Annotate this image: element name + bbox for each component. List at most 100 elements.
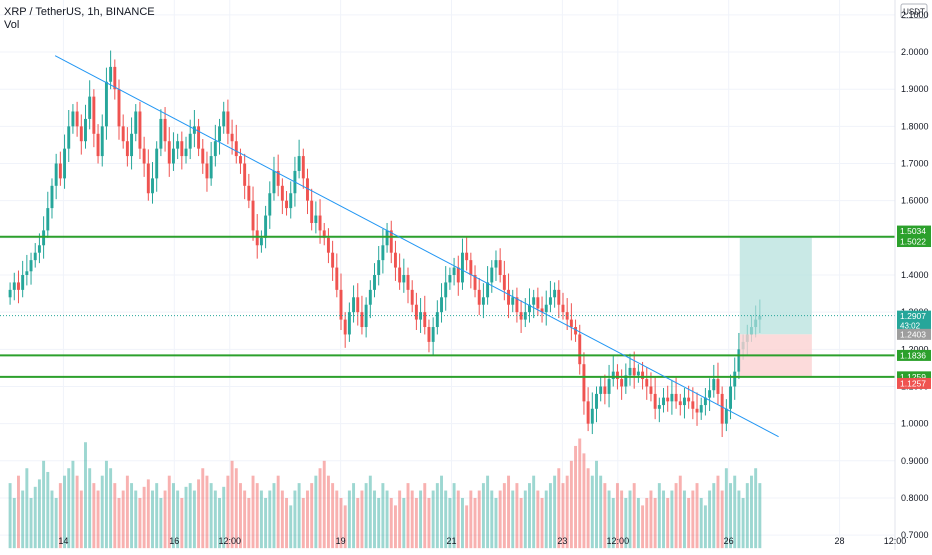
candle-body	[435, 312, 439, 328]
volume-bar	[280, 490, 284, 549]
candle-body	[247, 185, 251, 201]
volume-bar	[565, 475, 569, 549]
volume-bar	[519, 497, 523, 549]
volume-bar	[578, 438, 582, 549]
candle-body	[620, 379, 624, 387]
candle-body	[301, 156, 305, 179]
volume-bar	[377, 497, 381, 549]
candle-body	[58, 163, 62, 179]
candle-body	[729, 386, 733, 409]
candle-body	[188, 133, 192, 149]
volume-bar	[109, 468, 113, 549]
volume-bar	[595, 460, 598, 549]
candle-body	[297, 156, 301, 171]
candle-body	[682, 397, 686, 406]
volume-bar	[561, 483, 565, 549]
volume-bar	[758, 483, 762, 549]
volume-bar	[356, 497, 360, 549]
volume-bar	[264, 497, 268, 549]
volume-bar	[624, 497, 628, 549]
candle-body	[368, 289, 372, 305]
volume-bar	[255, 483, 259, 549]
volume-bar	[29, 497, 33, 549]
candle-body	[540, 308, 544, 313]
y-tick-label: 1.7000	[901, 159, 929, 169]
candle-body	[548, 297, 552, 305]
volume-bar	[574, 445, 578, 549]
volume-bar	[662, 490, 665, 549]
volume-bar	[544, 490, 548, 549]
price-label-box	[897, 349, 931, 361]
x-tick-label: 16	[169, 536, 179, 546]
volume-bar	[481, 483, 485, 549]
candle-body	[393, 252, 397, 268]
candle-body	[96, 133, 100, 157]
volume-bar	[209, 483, 213, 549]
volume-bar	[37, 479, 41, 549]
candle-body	[507, 289, 511, 305]
candle-body	[21, 275, 25, 290]
volume-bar	[469, 490, 473, 549]
candle-body	[511, 297, 515, 305]
volume-bar	[234, 468, 238, 549]
candle-body	[71, 111, 75, 127]
candle-body	[356, 297, 360, 313]
volume-bar	[653, 497, 657, 549]
volume-bar	[79, 490, 83, 549]
volume-bar	[523, 490, 527, 549]
volume-bar	[406, 483, 410, 549]
volume-bar	[615, 483, 619, 549]
price-label: 1.1257	[900, 378, 926, 388]
candle-body	[50, 185, 54, 209]
price-label-box	[897, 377, 931, 389]
volume-bar	[528, 483, 531, 549]
volume-bar	[737, 490, 741, 549]
candle-body	[318, 215, 322, 231]
volume-bar	[347, 490, 351, 549]
candle-body	[335, 267, 339, 290]
volume-bar	[452, 483, 456, 549]
candle-body	[460, 252, 464, 283]
volume-bar	[435, 483, 439, 549]
volume-bar	[678, 475, 682, 549]
volume-bar	[146, 479, 150, 549]
y-tick-label: 1.9000	[901, 84, 929, 94]
candle-body	[347, 312, 351, 335]
candle-body	[708, 390, 712, 398]
candle-body	[641, 371, 645, 380]
volume-bar	[691, 490, 695, 549]
candle-body	[423, 312, 427, 328]
candle-body	[360, 312, 364, 328]
price-label: 1.5022	[900, 237, 926, 247]
candle-body	[528, 304, 531, 313]
volume-bar	[155, 483, 159, 549]
volume-bar	[205, 475, 209, 549]
volume-bar	[167, 475, 171, 549]
volume-bar	[84, 442, 87, 549]
candle-body	[737, 349, 741, 372]
volume-bar	[674, 483, 678, 549]
candle-body	[469, 260, 473, 275]
candle-body	[46, 208, 50, 231]
volume-bar	[657, 483, 661, 549]
candle-body	[352, 297, 356, 313]
volume-bar	[708, 490, 712, 549]
volume-bar	[335, 490, 339, 549]
candle-body	[402, 275, 406, 283]
chart-header: XRP / TetherUS, 1h, BINANCE Vol	[4, 6, 155, 32]
volume-bar	[590, 475, 594, 549]
candle-body	[695, 408, 699, 413]
candle-body	[385, 230, 389, 246]
candle-body	[519, 312, 523, 320]
candle-body	[109, 66, 113, 82]
candle-body	[473, 275, 477, 290]
candle-body	[494, 260, 498, 268]
currency-badge	[900, 3, 928, 19]
volume-bar	[176, 490, 180, 549]
symbol-title[interactable]: XRP / TetherUS, 1h, BINANCE	[4, 6, 155, 18]
candle-body	[406, 275, 410, 290]
candle-body	[113, 66, 117, 90]
candle-body	[285, 200, 289, 209]
